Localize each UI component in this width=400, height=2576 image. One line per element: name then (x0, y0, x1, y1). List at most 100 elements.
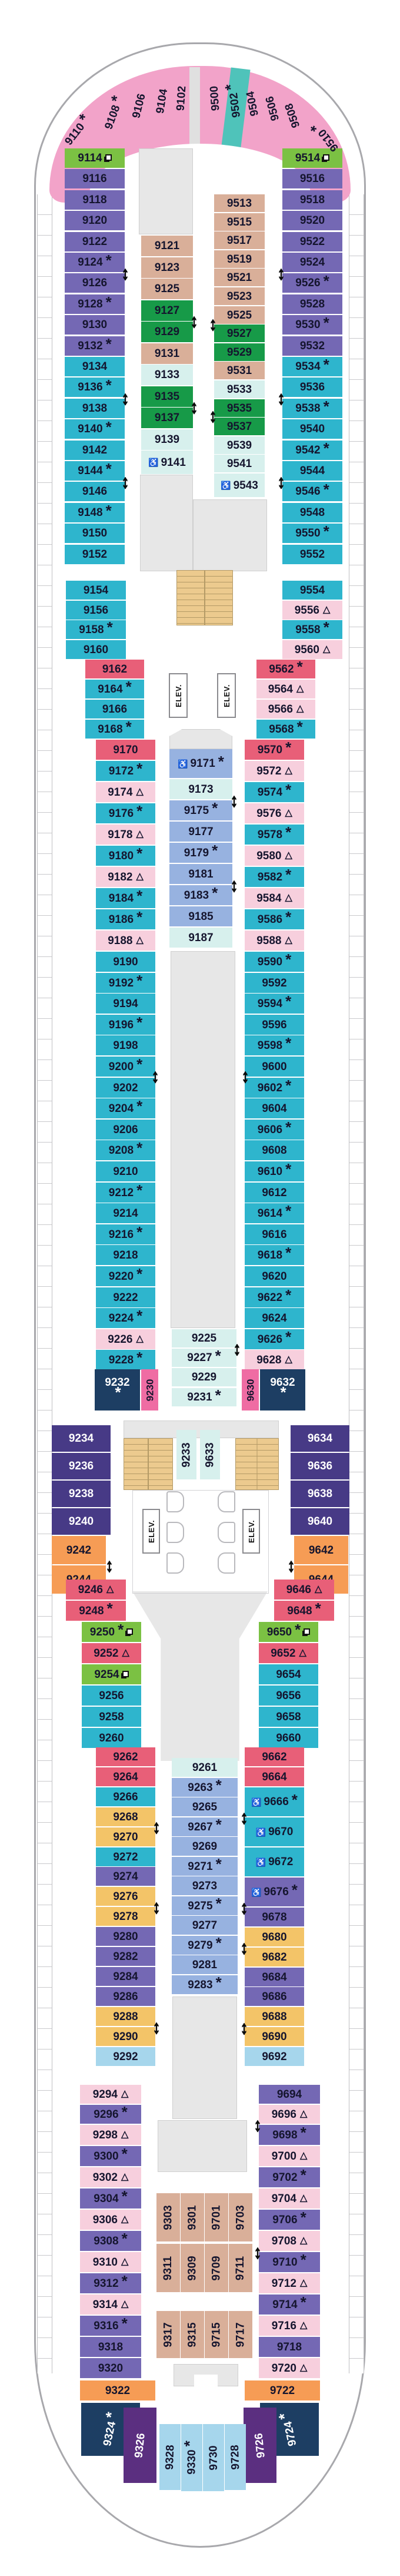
cabin-9304[interactable]: 9304 * (80, 2188, 141, 2209)
cabin-9602[interactable]: 9602 * (245, 1078, 304, 1098)
cabin-9536[interactable]: 9536 (282, 378, 342, 397)
cabin-9622[interactable]: 9622 * (245, 1287, 304, 1307)
cabin-9254[interactable]: 9254 (82, 1664, 141, 1684)
cabin-9229[interactable]: 9229 (172, 1368, 236, 1386)
cabin-9566[interactable]: 9566 △ (256, 700, 315, 719)
cabin-9301[interactable]: 9301 (181, 2193, 204, 2241)
cabin-9515[interactable]: 9515 (214, 213, 265, 231)
cabin-9146[interactable]: 9146 (65, 482, 125, 501)
cabin-9728[interactable]: 9728 (225, 2424, 246, 2490)
cabin-9726[interactable]: 9726 (244, 2408, 276, 2483)
cabin-9642[interactable]: 9642 (294, 1536, 348, 1564)
cabin-9710[interactable]: 9710 * (259, 2252, 320, 2272)
cabin-9300[interactable]: 9300 * (80, 2146, 141, 2166)
cabin-9140[interactable]: 9140 * (65, 419, 125, 439)
cabin-9135[interactable]: 9135 (141, 386, 193, 407)
cabin-9180[interactable]: 9180 * (96, 846, 155, 866)
cabin-9640[interactable]: 9640 (291, 1508, 349, 1535)
cabin-9322[interactable]: 9322 (80, 2380, 155, 2400)
cabin-9198[interactable]: 9198 (96, 1035, 155, 1055)
cabin-9315[interactable]: 9315 (181, 2311, 204, 2358)
cabin-9630[interactable]: 9630 (242, 1369, 259, 1410)
cabin-9267[interactable]: 9267 * (172, 1817, 238, 1836)
cabin-9528[interactable]: 9528 (282, 294, 342, 314)
cabin-9256[interactable]: 9256 (82, 1686, 141, 1706)
cabin-9328[interactable]: 9328 (159, 2424, 181, 2490)
cabin-9632[interactable]: 9632 * (260, 1369, 305, 1410)
cabin-9600[interactable]: 9600 (245, 1057, 304, 1077)
cabin-9628[interactable]: 9628 △ (245, 1350, 304, 1370)
cabin-9610[interactable]: 9610 * (245, 1161, 304, 1181)
cabin-9676[interactable]: ♿ 9676 * (245, 1878, 304, 1906)
cabin-9578[interactable]: 9578 * (245, 825, 304, 845)
cabin-9518[interactable]: 9518 (282, 190, 342, 210)
cabin-9715[interactable]: 9715 (205, 2311, 228, 2358)
cabin-9128[interactable]: 9128 * (65, 294, 125, 314)
cabin-9280[interactable]: 9280 (96, 1927, 155, 1946)
cabin-9722[interactable]: 9722 (245, 2380, 320, 2400)
cabin-9173[interactable]: 9173 (169, 779, 232, 799)
cabin-9188[interactable]: 9188 △ (96, 931, 155, 951)
cabin-9148[interactable]: 9148 * (65, 503, 125, 522)
cabin-9183[interactable]: 9183 * (169, 885, 232, 905)
cabin-9121[interactable]: 9121 (141, 236, 193, 256)
cabin-9524[interactable]: 9524 (282, 253, 342, 272)
cabin-9282[interactable]: 9282 (96, 1947, 155, 1966)
cabin-9604[interactable]: 9604 (245, 1098, 304, 1118)
cabin-9124[interactable]: 9124 * (65, 253, 125, 272)
cabin-9284[interactable]: 9284 (96, 1967, 155, 1986)
cabin-9568[interactable]: 9568 * (256, 719, 315, 739)
cabin-9190[interactable]: 9190 (96, 952, 155, 972)
cabin-9306[interactable]: 9306 △ (80, 2210, 141, 2230)
cabin-9522[interactable]: 9522 (282, 232, 342, 251)
cabin-9130[interactable]: 9130 (65, 315, 125, 335)
cabin-9320[interactable]: 9320 (80, 2358, 141, 2378)
cabin-9266[interactable]: 9266 (96, 1787, 155, 1806)
cabin-9560[interactable]: 9560 △ (282, 640, 342, 659)
cabin-9182[interactable]: 9182 △ (96, 867, 155, 887)
cabin-9636[interactable]: 9636 (291, 1453, 349, 1479)
cabin-9546[interactable]: 9546 * (282, 482, 342, 501)
cabin-9261[interactable]: 9261 (172, 1758, 238, 1777)
cabin-9185[interactable]: 9185 (169, 906, 232, 926)
cabin-9706[interactable]: 9706 * (259, 2210, 320, 2230)
cabin-9196[interactable]: 9196 * (96, 1015, 155, 1035)
cabin-9298[interactable]: 9298 △ (80, 2125, 141, 2145)
cabin-9264[interactable]: 9264 (96, 1767, 155, 1786)
cabin-9220[interactable]: 9220 * (96, 1266, 155, 1286)
cabin-9238[interactable]: 9238 (52, 1481, 111, 1507)
cabin-9532[interactable]: 9532 (282, 336, 342, 356)
cabin-9133[interactable]: 9133 (141, 365, 193, 385)
cabin-9720[interactable]: 9720 △ (259, 2358, 320, 2378)
cabin-9517[interactable]: 9517 (214, 231, 265, 249)
cabin-9586[interactable]: 9586 * (245, 909, 304, 929)
cabin-9137[interactable]: 9137 (141, 408, 193, 428)
cabin-9268[interactable]: 9268 (96, 1807, 155, 1826)
cabin-9330[interactable]: 9330 * (181, 2424, 202, 2491)
cabin-9541[interactable]: 9541 (214, 455, 265, 472)
cabin-9288[interactable]: 9288 (96, 2007, 155, 2026)
cabin-9552[interactable]: 9552 (282, 545, 342, 564)
cabin-9279[interactable]: 9279 * (172, 1935, 238, 1955)
cabin-9624[interactable]: 9624 (245, 1308, 304, 1328)
cabin-9218[interactable]: 9218 (96, 1245, 155, 1265)
cabin-9192[interactable]: 9192 * (96, 973, 155, 993)
cabin-9646[interactable]: 9646 △ (274, 1580, 334, 1600)
cabin-9692[interactable]: 9692 (245, 2047, 304, 2066)
cabin-9234[interactable]: 9234 (52, 1425, 111, 1452)
cabin-9131[interactable]: 9131 (141, 343, 193, 364)
cabin-9174[interactable]: 9174 △ (96, 782, 155, 802)
cabin-9626[interactable]: 9626 * (245, 1329, 304, 1349)
cabin-9664[interactable]: 9664 (245, 1767, 304, 1786)
cabin-9527[interactable]: 9527 (214, 325, 265, 342)
cabin-9290[interactable]: 9290 (96, 2027, 155, 2046)
cabin-9670[interactable]: ♿ 9670 (245, 1817, 304, 1846)
cabin-9222[interactable]: 9222 (96, 1287, 155, 1307)
cabin-9177[interactable]: 9177 (169, 822, 232, 842)
cabin-9271[interactable]: 9271 * (172, 1856, 238, 1876)
cabin-9129[interactable]: 9129 (141, 322, 193, 342)
cabin-9594[interactable]: 9594 * (245, 994, 304, 1014)
cabin-9539[interactable]: 9539 (214, 436, 265, 454)
cabin-9181[interactable]: 9181 (169, 864, 232, 884)
cabin-9311[interactable]: 9311 (156, 2244, 180, 2292)
